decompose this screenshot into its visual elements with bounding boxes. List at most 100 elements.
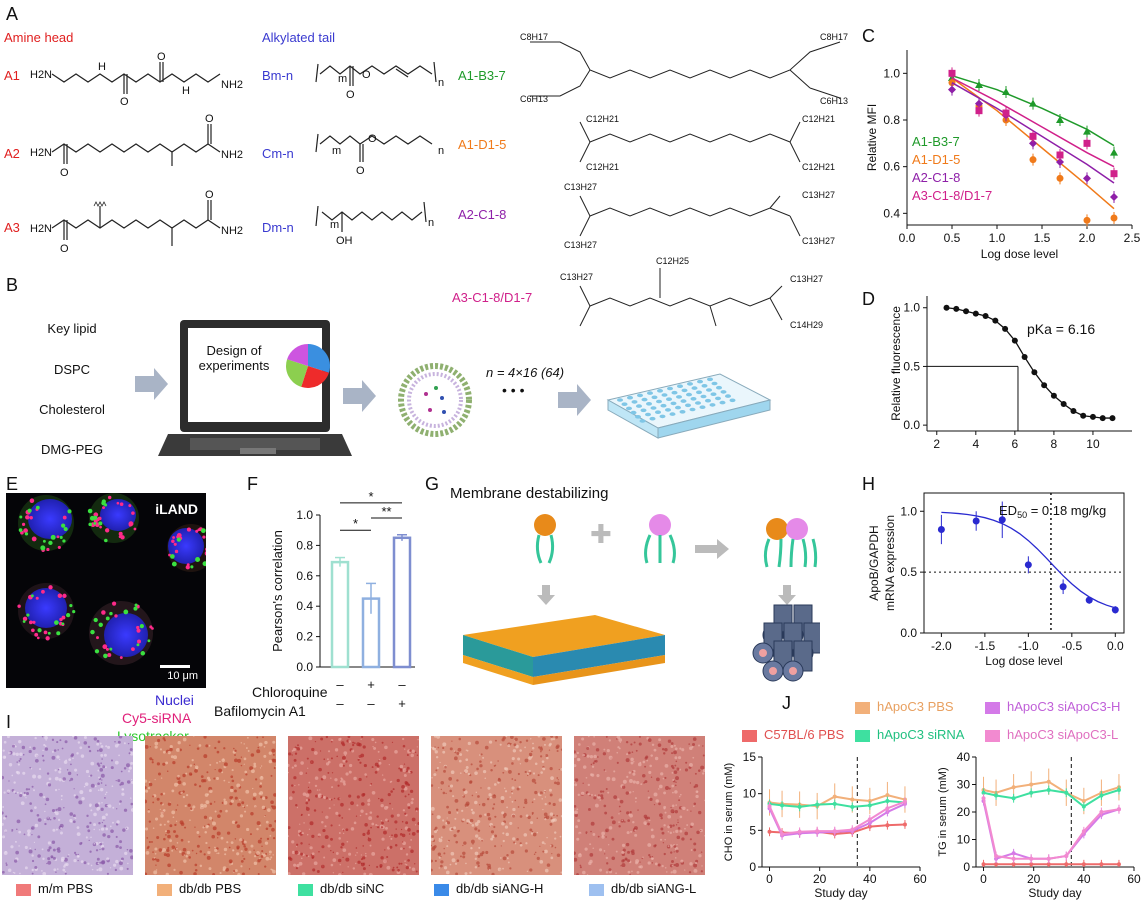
y-tick-label: 40 [957, 750, 971, 764]
bm-m-text: m [338, 73, 347, 85]
series-fit-line [951, 77, 1115, 168]
legend-label: A2-C1-8 [912, 170, 960, 185]
vesicle-dot [123, 609, 129, 615]
bm-n-text: n [438, 77, 444, 89]
data-point [1031, 369, 1038, 376]
vesicle-dot [50, 534, 56, 540]
vesicle-dot [139, 624, 144, 629]
vesicle-dot [67, 509, 72, 514]
data-point [1064, 862, 1069, 867]
pill-key-lipid-label: Key lipid [47, 320, 97, 336]
well [707, 377, 713, 382]
y-tick-label: 0.8 [296, 538, 313, 552]
data-point [1099, 862, 1104, 867]
legend-j-c57bl6-pbs: C57BL/6 PBS [742, 727, 844, 742]
data-point [885, 806, 890, 811]
vesicle-dot [116, 501, 120, 505]
vesicle-dot [147, 639, 151, 643]
lipid1-chain1-text: C8H17 [520, 32, 548, 42]
legend-i-m-m-pbs-label: m/m PBS [38, 881, 93, 896]
vesicle-dot [22, 620, 26, 623]
x-tick-label: 1.0 [989, 231, 1006, 245]
data-point [1099, 793, 1104, 798]
well [667, 386, 673, 391]
x-tick-label: 2.5 [1124, 231, 1141, 245]
data-point [1011, 856, 1016, 861]
y-tick-label: 0.6 [296, 569, 313, 583]
amine-head-title: Amine head [4, 30, 74, 45]
bm-o2-text: O [346, 89, 355, 101]
a3-h2n-text: H2N [30, 223, 52, 235]
a2-o2-text: O [205, 113, 214, 125]
amine-a1-label: A1 [4, 68, 20, 83]
lipid4-chain1-text: C12H25 [656, 256, 689, 266]
vesicle-dot [69, 604, 73, 608]
data-point [1060, 401, 1067, 407]
vesicle-dot [35, 596, 39, 600]
well [617, 398, 623, 402]
tail-cm-n-label: Cm-n [262, 146, 294, 161]
vesicle-dot [151, 627, 154, 630]
vesicle-dot [128, 504, 132, 508]
data-point [1029, 139, 1037, 148]
legend-j-siapoc3-l: hApoC3 siApoC3-L [985, 727, 1118, 742]
well [641, 397, 648, 402]
vesicle-dot [172, 536, 176, 539]
arrow-down-1-icon [537, 585, 555, 605]
x-tick-label: 20 [813, 872, 827, 886]
well [680, 399, 687, 403]
tail-bm-n-label: Bm-n [262, 68, 294, 83]
y-axis-label: TG in serum (mM) [937, 767, 949, 856]
lipid2-chain1-text: C12H21 [586, 114, 619, 124]
data-point [1110, 170, 1118, 178]
lipid4-chain4-text: C14H29 [790, 320, 823, 330]
well [659, 414, 666, 419]
treatment-sign: – [336, 677, 344, 692]
data-point [832, 829, 837, 834]
x-axis-label: Log dose level [985, 654, 1062, 668]
data-point [1064, 854, 1069, 858]
vesicle-dot [61, 622, 65, 626]
histology-db-db-pbs [145, 736, 276, 875]
histology-m-m-pbs [2, 736, 133, 875]
arrow-2-icon [343, 380, 376, 412]
vesicle-dot [109, 611, 113, 616]
data-point [1111, 606, 1119, 614]
y-tick-label: 0 [749, 860, 756, 874]
well [696, 390, 702, 395]
bar [330, 560, 350, 669]
data-point [1080, 412, 1087, 419]
vesicle-dot [93, 515, 98, 520]
x-tick-label: 4 [972, 437, 979, 451]
data-point [1002, 109, 1010, 117]
legend-nuclei: Nuclei [155, 692, 194, 708]
vesicle-dot [112, 601, 117, 606]
series-line [983, 788, 1120, 808]
well [666, 397, 672, 401]
lipid3-chain2-text: C13H27 [564, 240, 597, 250]
data-point [975, 99, 983, 108]
vesicle-dot [61, 523, 66, 528]
legend-j-swatch-5 [985, 729, 1000, 742]
x-tick-label: 20 [1027, 872, 1041, 886]
lipid3-chain1-text: C13H27 [564, 182, 597, 192]
vesicle-dot [102, 506, 105, 510]
vesicle-dot [133, 527, 137, 531]
y-tick-label: 1.0 [903, 301, 920, 315]
x-tick-label: 0.5 [944, 231, 961, 245]
data-point [992, 317, 999, 324]
data-point [1081, 804, 1086, 809]
panel-letter-e: E [6, 474, 19, 494]
y-tick-label: 0 [963, 860, 970, 874]
data-point [815, 802, 820, 807]
well [657, 389, 663, 393]
data-point [1021, 354, 1028, 361]
legend-label: A1-B3-7 [912, 134, 960, 149]
vesicle-dot [62, 539, 66, 543]
bilayer-icon [463, 615, 665, 685]
x-tick-label: 0.0 [1107, 639, 1124, 653]
legend-label: A1-D1-5 [912, 152, 960, 167]
data-point [1110, 214, 1118, 222]
vesicle-dot [42, 539, 46, 543]
